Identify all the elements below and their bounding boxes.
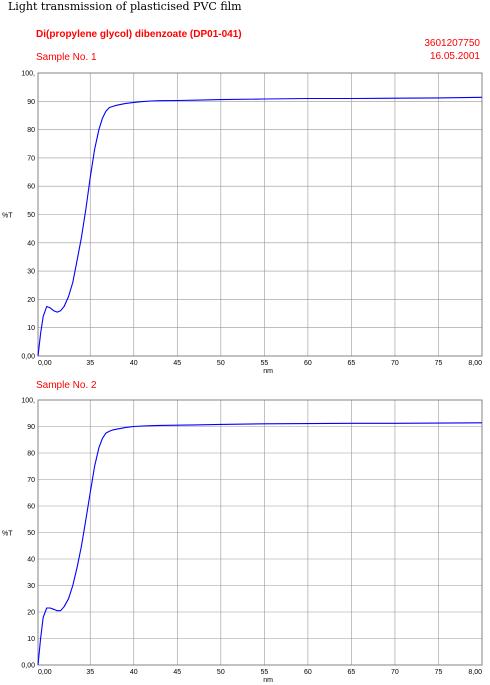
y-tick-label: 30 — [27, 583, 35, 590]
y-tick-label: 100, — [21, 398, 35, 405]
y-tick-label: 0,00 — [21, 354, 35, 361]
y-tick-label: 50 — [27, 530, 35, 537]
x-axis-label: nm — [263, 368, 273, 375]
x-tick-label: 75 — [435, 360, 443, 367]
y-tick-label: 70 — [27, 477, 35, 484]
x-tick-label: 55 — [260, 669, 268, 676]
y-tick-label: 80 — [27, 127, 35, 134]
x-tick-label: 65 — [348, 360, 356, 367]
x-tick-label: 35 — [86, 360, 94, 367]
y-tick-label: 0,00 — [21, 663, 35, 670]
y-tick-label: 90 — [27, 99, 35, 106]
y-tick-label: 20 — [27, 610, 35, 617]
y-tick-label: 40 — [27, 240, 35, 247]
transmission-chart-2: 0,00 35 40 45 50 55 60 65 70 75 8,00 0,00 10 20 30 40 50… — [2, 398, 483, 684]
x-tick-label: 8,00 — [468, 360, 482, 367]
panel-title-2: Sample No. 2 — [36, 380, 97, 391]
y-tick-label: 20 — [27, 297, 35, 304]
y-tick-label: 90 — [27, 424, 35, 431]
transmission-chart-1: 0,00 35 40 45 50 55 60 65 70 75 8,00 0,00 10 20 30 40 50… — [2, 71, 483, 375]
y-tick-label: 60 — [27, 184, 35, 191]
y-tick-label: 30 — [27, 269, 35, 276]
series-line — [37, 422, 483, 666]
x-tick-label: 65 — [348, 669, 356, 676]
report-title: Light transmission of plasticised PVC fi… — [8, 0, 242, 13]
y-tick-label: 50 — [27, 212, 35, 219]
plot-frame — [37, 72, 483, 357]
y-tick-label: 60 — [27, 504, 35, 511]
x-tick-label: 50 — [217, 360, 225, 367]
x-tick-label: 0,00 — [38, 360, 52, 367]
y-tick-label: 10 — [27, 325, 35, 332]
y-tick-label: 100, — [21, 71, 35, 78]
y-axis-label: %T — [2, 213, 13, 220]
compound-name: Di(propylene glycol) dibenzoate (DP01-04… — [36, 29, 242, 40]
x-tick-label: 55 — [260, 360, 268, 367]
x-tick-label: 70 — [391, 360, 399, 367]
x-tick-label: 35 — [86, 669, 94, 676]
plot-frame — [37, 399, 483, 666]
x-tick-label: 45 — [173, 360, 181, 367]
x-tick-label: 8,00 — [468, 669, 482, 676]
x-tick-label: 40 — [130, 360, 138, 367]
x-tick-label: 60 — [304, 669, 312, 676]
x-tick-label: 45 — [173, 669, 181, 676]
x-tick-label: 75 — [435, 669, 443, 676]
x-tick-label: 50 — [217, 669, 225, 676]
panel-title-1: Sample No. 1 — [36, 52, 97, 63]
x-tick-label: 70 — [391, 669, 399, 676]
report-date: 16.05.2001 — [429, 51, 480, 62]
series-line — [37, 96, 483, 357]
y-tick-label: 70 — [27, 155, 35, 162]
y-tick-label: 40 — [27, 557, 35, 564]
y-axis-label: %T — [2, 531, 13, 538]
x-tick-label: 40 — [130, 669, 138, 676]
x-tick-label: 60 — [304, 360, 312, 367]
x-tick-label: 0,00 — [38, 669, 52, 676]
sample-code: 3601207750 — [424, 38, 480, 49]
y-tick-label: 80 — [27, 451, 35, 458]
x-axis-label: nm — [263, 677, 273, 684]
y-tick-label: 10 — [27, 636, 35, 643]
